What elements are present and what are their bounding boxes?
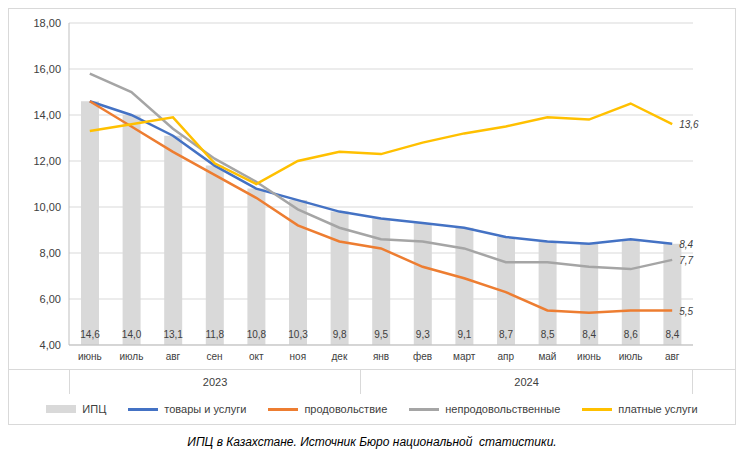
svg-text:8,4: 8,4 — [679, 239, 693, 250]
html-text:ИПЦ в Казахстане. Источник Бюр: ИПЦ в Казахстане. Источник Бюро национал… — [187, 435, 557, 449]
html-text:продовольствие: продовольствие — [304, 403, 388, 415]
svg-text:14,0: 14,0 — [122, 329, 142, 340]
svg-text:8,7: 8,7 — [499, 329, 513, 340]
svg-text:дек: дек — [332, 351, 348, 362]
svg-text:сен: сен — [207, 351, 223, 362]
svg-text:7,7: 7,7 — [679, 255, 693, 266]
svg-text:март: март — [453, 351, 476, 362]
html-text:2023: 2023 — [202, 376, 228, 388]
svg-text:8,4: 8,4 — [582, 329, 596, 340]
svg-text:авг: авг — [166, 351, 181, 362]
svg-text:июнь: июнь — [577, 351, 601, 362]
html-text:ИПЦ: ИПЦ — [82, 403, 107, 415]
svg-text:май: май — [538, 351, 556, 362]
svg-text:16,00: 16,00 — [33, 63, 61, 75]
svg-text:18,00: 18,00 — [33, 17, 61, 29]
svg-text:10,00: 10,00 — [33, 201, 61, 213]
svg-text:окт: окт — [249, 351, 264, 362]
svg-text:6,00: 6,00 — [40, 293, 61, 305]
svg-text:13,6: 13,6 — [679, 119, 699, 130]
svg-text:13,1: 13,1 — [163, 329, 183, 340]
svg-text:июнь: июнь — [78, 351, 102, 362]
svg-text:9,3: 9,3 — [416, 329, 430, 340]
svg-text:9,5: 9,5 — [374, 329, 388, 340]
svg-text:8,5: 8,5 — [541, 329, 555, 340]
svg-text:10,3: 10,3 — [288, 329, 308, 340]
svg-text:янв: янв — [373, 351, 389, 362]
svg-text:июль: июль — [619, 351, 643, 362]
svg-text:апр: апр — [498, 351, 515, 362]
svg-text:ноя: ноя — [290, 351, 307, 362]
svg-text:14,00: 14,00 — [33, 109, 61, 121]
svg-text:8,00: 8,00 — [40, 247, 61, 259]
svg-text:9,1: 9,1 — [457, 329, 471, 340]
html-text:платные услуги: платные услуги — [618, 403, 698, 415]
svg-text:12,00: 12,00 — [33, 155, 61, 167]
svg-text:11,8: 11,8 — [205, 329, 224, 340]
svg-text:8,6: 8,6 — [624, 329, 638, 340]
html-text:2024: 2024 — [514, 376, 539, 388]
svg-text:4,00: 4,00 — [40, 339, 61, 351]
html-text:товары и услуги: товары и услуги — [164, 403, 247, 415]
svg-text:10,8: 10,8 — [247, 329, 267, 340]
svg-text:авг: авг — [665, 351, 680, 362]
svg-text:фев: фев — [413, 351, 432, 362]
html-text:непродовольственные: непродовольственные — [445, 403, 561, 415]
svg-text:8,4: 8,4 — [665, 329, 679, 340]
svg-text:5,5: 5,5 — [679, 306, 693, 317]
svg-text:июль: июль — [119, 351, 143, 362]
svg-text:9,8: 9,8 — [333, 329, 347, 340]
svg-text:14,6: 14,6 — [80, 329, 100, 340]
